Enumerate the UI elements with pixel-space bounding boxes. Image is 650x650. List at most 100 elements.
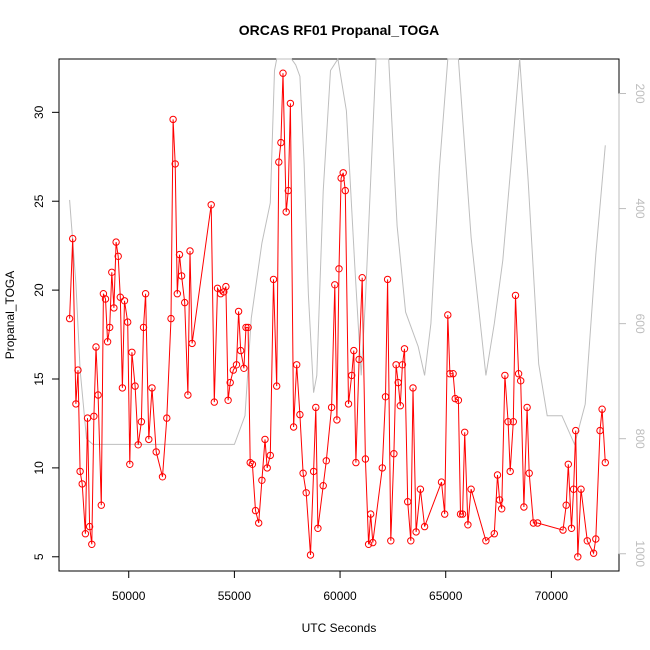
data-point [598, 405, 606, 413]
data-point [529, 519, 538, 527]
x-tick-label: 55000 [218, 589, 252, 603]
data-point [514, 370, 523, 378]
data-point [222, 282, 230, 291]
data-point [520, 503, 528, 511]
data-point [282, 208, 290, 216]
y-tick-label: 25 [32, 194, 46, 208]
data-point [490, 530, 498, 538]
chart-title: ORCAS RF01 Propanal_TOGA [239, 22, 439, 38]
data-point [273, 382, 281, 390]
plot-box [58, 58, 620, 572]
y-tick-label: 10 [32, 461, 46, 475]
data-point [242, 323, 250, 332]
data-point [333, 416, 341, 424]
data-point [381, 393, 390, 401]
data-point [269, 275, 278, 284]
data-point [367, 510, 375, 518]
data-point [319, 482, 327, 490]
data-point [148, 384, 156, 392]
data-point [420, 522, 429, 531]
data-point [90, 412, 98, 420]
data-point [106, 323, 114, 332]
data-point [456, 510, 465, 518]
data-point [511, 291, 520, 300]
data-point [69, 234, 77, 243]
data-point [207, 201, 215, 209]
data-point [358, 274, 366, 282]
data-point [412, 528, 420, 536]
data-point [441, 510, 449, 518]
data-point [394, 378, 402, 387]
series-line [69, 73, 606, 557]
data-point [352, 458, 360, 467]
y-axis-label: Propanal_TOGA [3, 271, 17, 360]
y-tick-label: 20 [32, 283, 46, 297]
data-point [188, 339, 196, 348]
data-point [72, 400, 80, 408]
data-point [266, 451, 274, 460]
data-point [409, 384, 417, 392]
data-point [65, 314, 74, 323]
data-point [134, 441, 142, 449]
data-point [355, 355, 363, 364]
data-point [464, 521, 472, 529]
data-point [167, 314, 175, 323]
data-point [562, 501, 570, 509]
data-point [112, 238, 120, 246]
data-point [237, 346, 245, 355]
data-point [583, 537, 591, 545]
data-point [251, 506, 260, 515]
data-point [248, 460, 257, 468]
data-point [116, 293, 125, 301]
data-point [234, 307, 243, 316]
y-tick-label: 15 [32, 372, 46, 386]
data-point [533, 519, 542, 527]
data-point [446, 370, 454, 378]
data-point [517, 377, 525, 385]
data-point [525, 469, 533, 477]
data-point [255, 519, 263, 527]
data-point [232, 361, 241, 369]
data-point [437, 478, 446, 486]
data-point [293, 361, 301, 369]
data-point [85, 522, 94, 531]
data-point [81, 530, 90, 538]
data-point [416, 485, 425, 493]
right-tick-label: 1000 [633, 540, 647, 567]
data-point [78, 480, 86, 488]
series-points [65, 69, 609, 561]
data-point [309, 467, 318, 476]
data-point [171, 160, 179, 168]
right-tick-label: 200 [633, 84, 647, 104]
data-point [577, 485, 585, 493]
data-point [344, 400, 353, 408]
data-point [175, 250, 184, 259]
data-point [103, 338, 112, 346]
data-point [407, 537, 415, 545]
data-point [76, 467, 84, 476]
data-point [128, 348, 136, 356]
data-point [331, 281, 339, 289]
data-point [224, 396, 232, 404]
data-point [312, 403, 320, 412]
data-point [97, 501, 106, 509]
data-point [392, 361, 400, 369]
y-tick-label: 30 [32, 105, 46, 119]
right-axis: 200 400 600 800 1000 [618, 84, 647, 567]
data-point [141, 290, 150, 298]
x-tick-label: 70000 [535, 589, 569, 603]
data-point [92, 343, 100, 351]
data-point [387, 537, 395, 545]
x-tick-label: 50000 [112, 589, 146, 603]
data-point [286, 99, 295, 108]
data-point [145, 435, 153, 444]
x-tick-label: 60000 [323, 589, 357, 603]
data-point [523, 403, 531, 412]
data-point [567, 524, 576, 532]
data-point [369, 538, 377, 547]
data-point [181, 298, 189, 307]
data-point [110, 304, 118, 312]
data-point [398, 361, 407, 369]
data-point [279, 69, 287, 77]
